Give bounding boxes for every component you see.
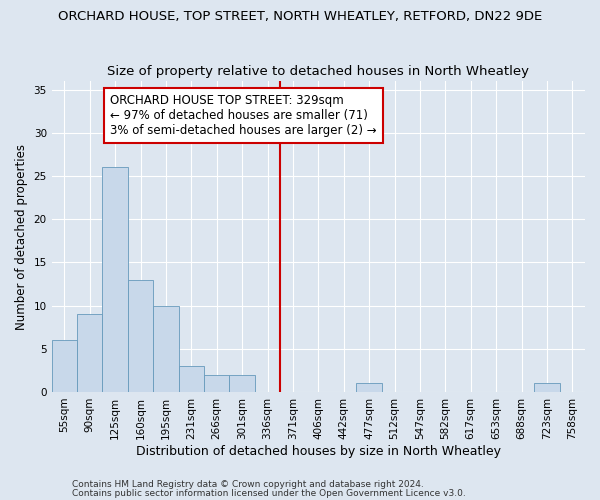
Text: ORCHARD HOUSE TOP STREET: 329sqm
← 97% of detached houses are smaller (71)
3% of: ORCHARD HOUSE TOP STREET: 329sqm ← 97% o… bbox=[110, 94, 377, 137]
X-axis label: Distribution of detached houses by size in North Wheatley: Distribution of detached houses by size … bbox=[136, 444, 501, 458]
Bar bbox=[229, 374, 255, 392]
Bar bbox=[77, 314, 103, 392]
Bar bbox=[179, 366, 204, 392]
Bar bbox=[103, 168, 128, 392]
Bar bbox=[534, 384, 560, 392]
Bar bbox=[153, 306, 179, 392]
Y-axis label: Number of detached properties: Number of detached properties bbox=[15, 144, 28, 330]
Title: Size of property relative to detached houses in North Wheatley: Size of property relative to detached ho… bbox=[107, 66, 529, 78]
Text: Contains HM Land Registry data © Crown copyright and database right 2024.: Contains HM Land Registry data © Crown c… bbox=[72, 480, 424, 489]
Bar bbox=[52, 340, 77, 392]
Bar bbox=[356, 384, 382, 392]
Text: Contains public sector information licensed under the Open Government Licence v3: Contains public sector information licen… bbox=[72, 488, 466, 498]
Bar bbox=[128, 280, 153, 392]
Text: ORCHARD HOUSE, TOP STREET, NORTH WHEATLEY, RETFORD, DN22 9DE: ORCHARD HOUSE, TOP STREET, NORTH WHEATLE… bbox=[58, 10, 542, 23]
Bar bbox=[204, 374, 229, 392]
